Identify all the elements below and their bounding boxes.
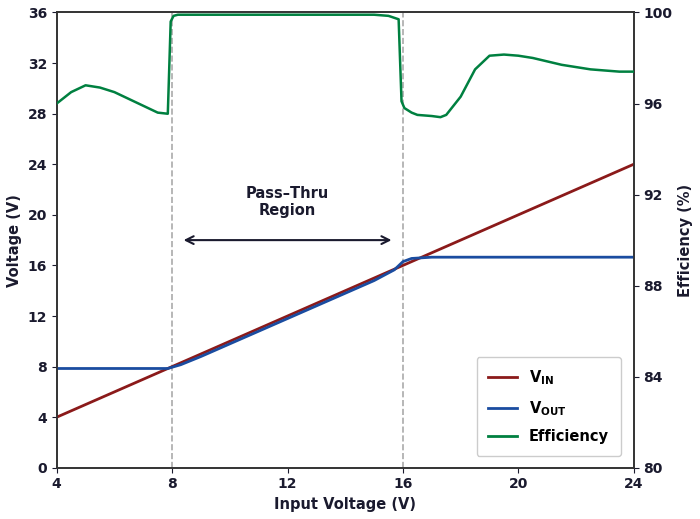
Legend: V$_{\mathregular{IN}}$, V$_{\mathregular{OUT}}$, Efficiency: V$_{\mathregular{IN}}$, V$_{\mathregular…: [477, 357, 621, 456]
Text: Pass–Thru
Region: Pass–Thru Region: [246, 186, 329, 218]
Y-axis label: Efficiency (%): Efficiency (%): [678, 184, 693, 297]
Y-axis label: Voltage (V): Voltage (V): [7, 194, 22, 286]
X-axis label: Input Voltage (V): Input Voltage (V): [274, 497, 416, 512]
